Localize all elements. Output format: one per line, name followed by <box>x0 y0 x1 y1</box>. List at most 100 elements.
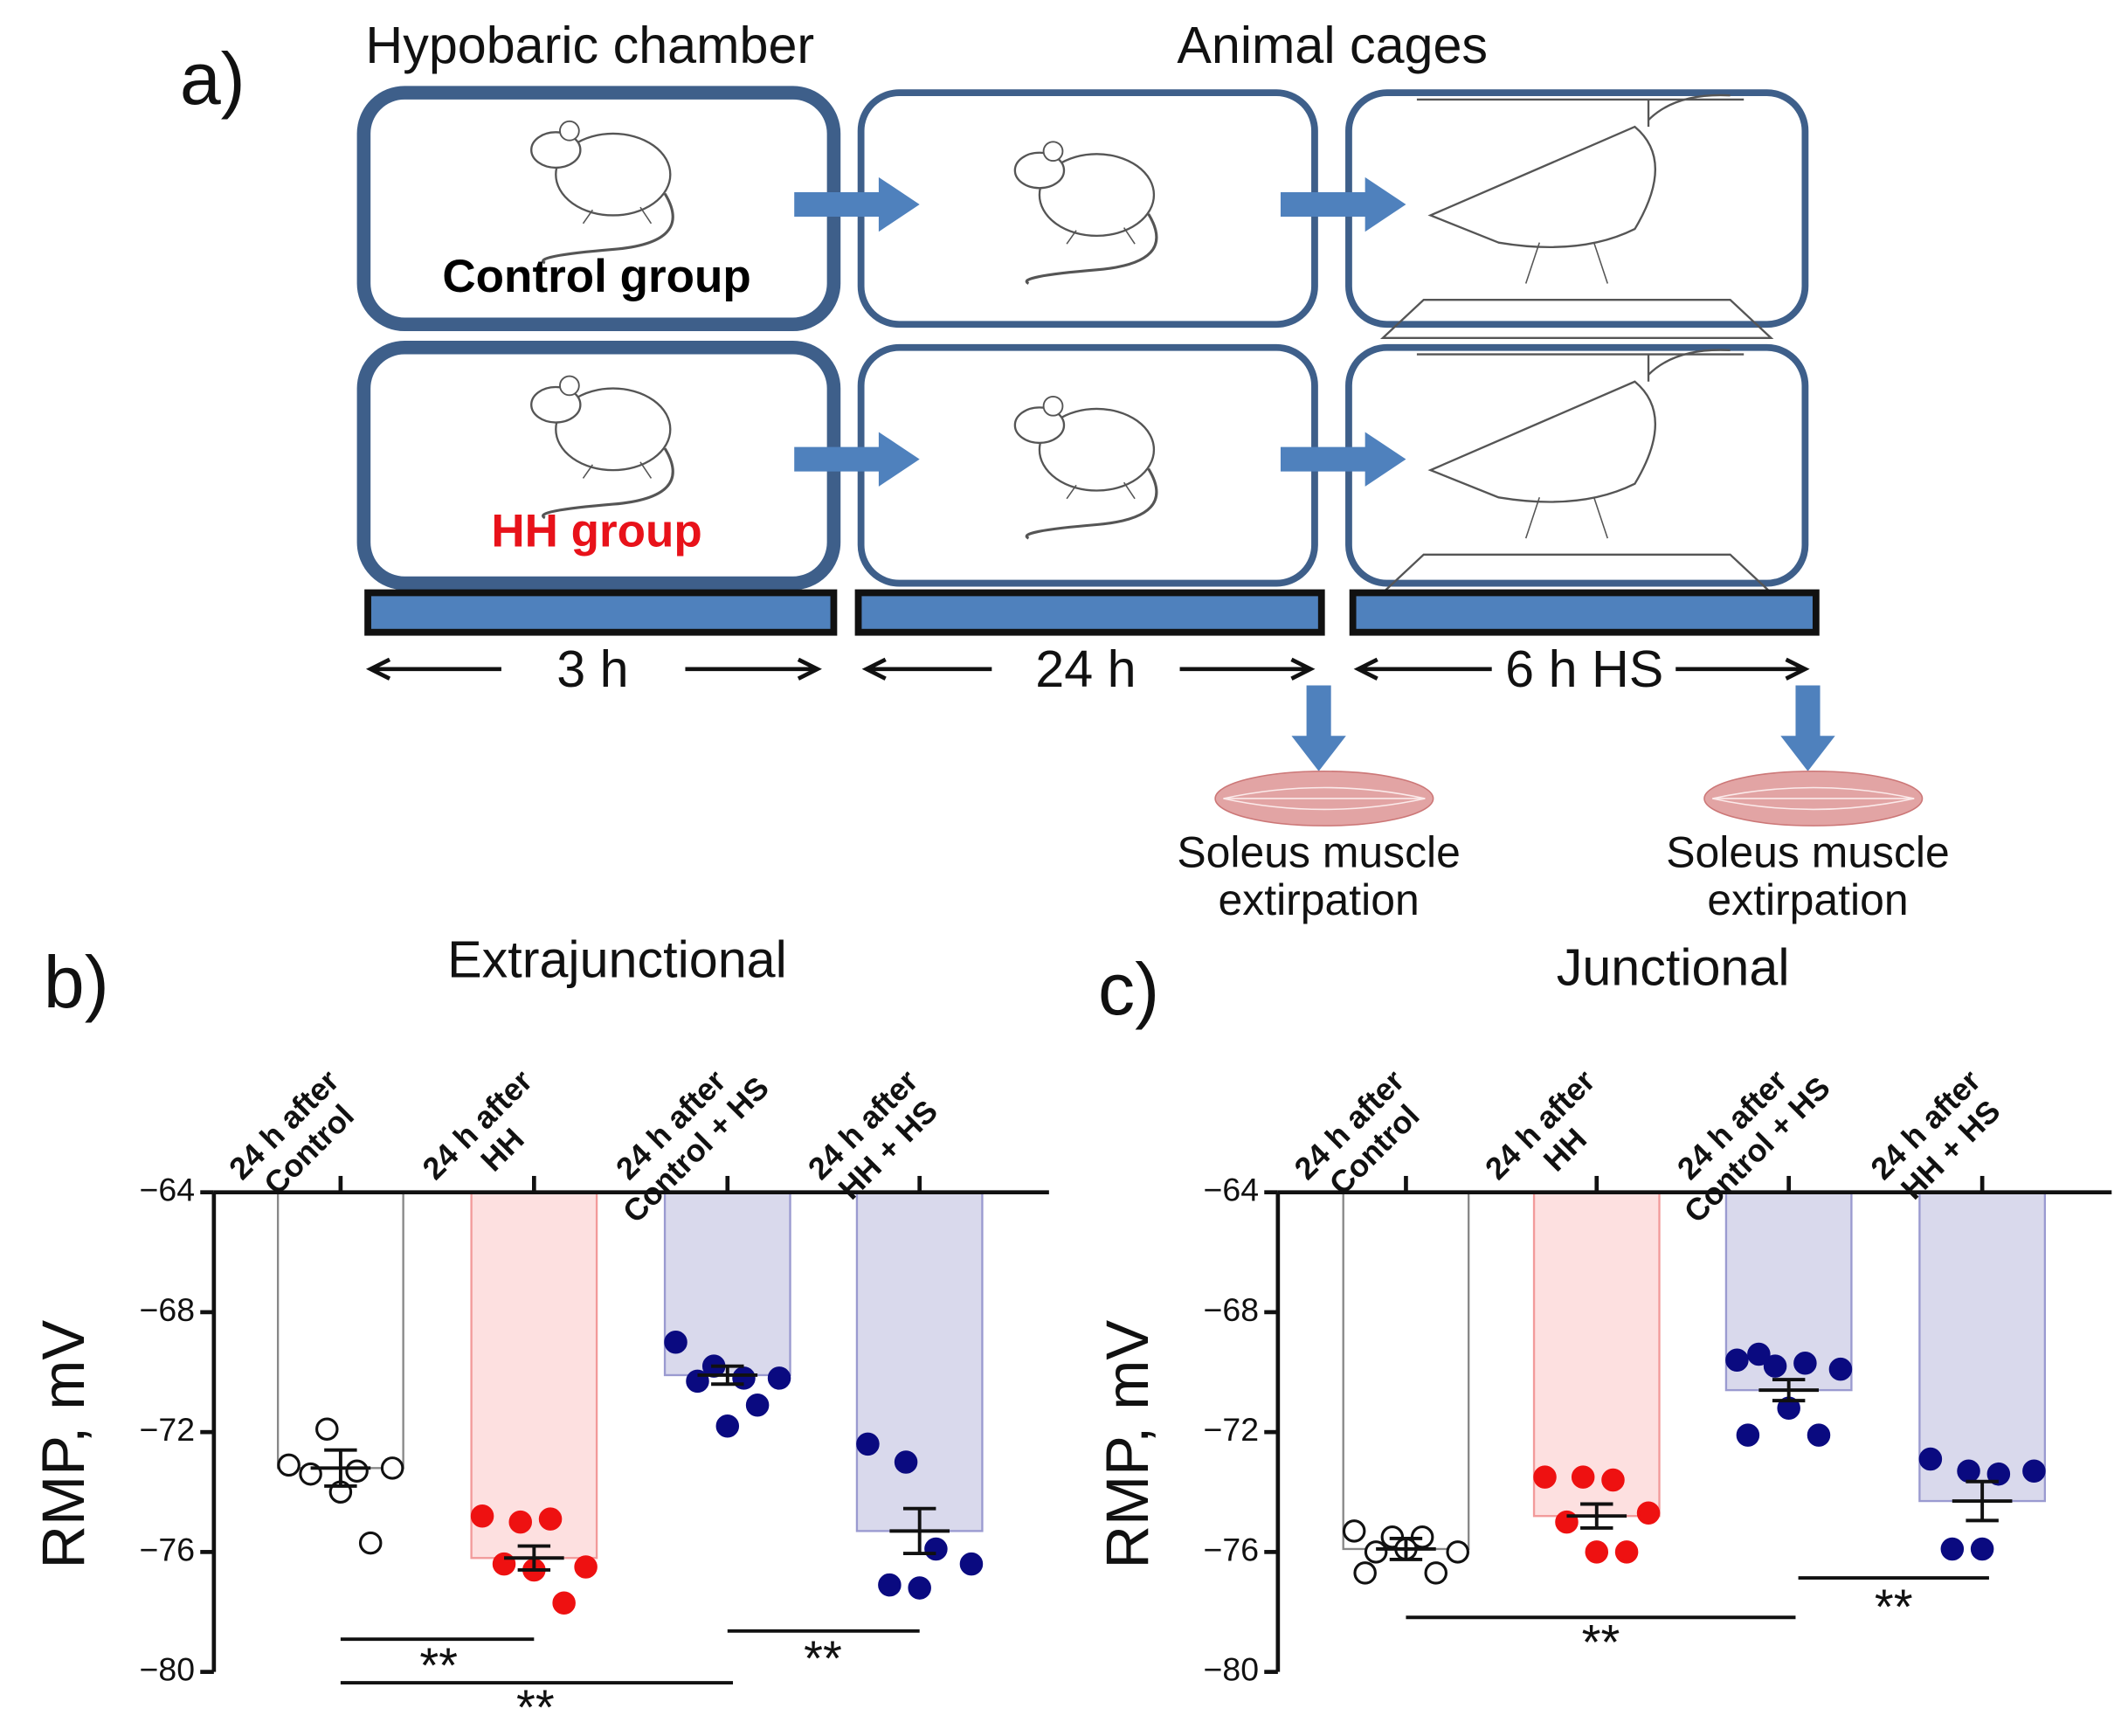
muscle-fiber <box>1712 786 1915 799</box>
arrow-head <box>365 657 391 681</box>
data-point <box>664 1330 687 1354</box>
y-tick-label: −72 <box>140 1411 195 1448</box>
data-point <box>1828 1357 1853 1381</box>
data-point <box>1353 1561 1377 1585</box>
arrow-head <box>1785 657 1810 681</box>
data-point <box>1725 1348 1749 1373</box>
muscle-fiber <box>1223 798 1426 811</box>
data-point <box>908 1576 931 1600</box>
data-point <box>856 1432 880 1456</box>
rat-leg <box>1593 497 1608 539</box>
rat-body <box>1427 125 1657 249</box>
rat-ear <box>559 120 580 142</box>
data-point <box>315 1417 339 1441</box>
block-arrow <box>794 432 920 487</box>
muscle-fiber <box>1712 798 1915 811</box>
rat-ear <box>1042 141 1064 163</box>
data-point <box>1614 1540 1639 1564</box>
data-point <box>1342 1519 1366 1543</box>
duration-label: 6 h HS <box>1505 640 1663 698</box>
data-point <box>1424 1561 1448 1585</box>
data-point <box>470 1504 494 1528</box>
data-point <box>345 1459 369 1484</box>
block-arrow <box>1280 176 1406 232</box>
arrow-head <box>1290 657 1316 681</box>
rat-leg <box>1123 227 1136 245</box>
rat-body <box>555 387 672 472</box>
significance-label: ** <box>1582 1615 1620 1670</box>
rat-leg <box>1524 497 1541 539</box>
bar <box>470 1191 598 1560</box>
rat-leg <box>1123 481 1136 500</box>
rat-leg <box>1066 230 1077 245</box>
data-point <box>1793 1351 1817 1375</box>
muscle-fiber <box>1223 786 1426 799</box>
rat-tail <box>542 447 674 520</box>
data-point <box>574 1555 598 1579</box>
rat-leg <box>582 209 594 225</box>
data-point <box>924 1537 948 1561</box>
bar <box>855 1191 984 1532</box>
down-arrow <box>1780 685 1835 771</box>
rat-leg <box>639 461 653 479</box>
bar <box>276 1191 404 1470</box>
data-point <box>1446 1540 1469 1564</box>
data-point <box>1533 1465 1557 1489</box>
data-point <box>1736 1423 1760 1447</box>
y-axis-label: RMP, mV <box>1094 1320 1161 1569</box>
timeline-bar <box>364 589 838 636</box>
rat-body <box>555 132 672 217</box>
data-point <box>380 1456 404 1480</box>
panel-label: b) <box>44 941 109 1023</box>
data-point <box>1970 1537 1994 1561</box>
rat-body <box>1038 407 1156 492</box>
rat-ear <box>559 375 580 397</box>
panel-label: c) <box>1098 948 1159 1030</box>
data-point <box>767 1366 791 1390</box>
y-tick-label: −68 <box>140 1291 195 1328</box>
duration-label: 24 h <box>1035 640 1136 698</box>
arrow-head <box>797 657 822 681</box>
y-tick-label: −64 <box>1204 1172 1259 1208</box>
data-point <box>1571 1465 1595 1489</box>
data-point <box>1585 1540 1609 1564</box>
significance-label: ** <box>516 1680 555 1735</box>
data-point <box>1986 1462 2011 1486</box>
rat-body <box>1427 380 1657 503</box>
y-tick-label: −76 <box>1204 1531 1259 1567</box>
outcome-label: Soleus muscle <box>1666 828 1949 877</box>
duration-label: 3 h <box>556 640 628 698</box>
data-point <box>277 1453 301 1477</box>
x-tick-label-line: 24 h after <box>416 1063 539 1186</box>
group-label: Control group <box>442 251 750 302</box>
header: Hypobaric chamber <box>365 16 814 74</box>
data-point <box>2022 1459 2046 1484</box>
data-point <box>358 1531 383 1555</box>
timeline-bar <box>1349 589 1820 636</box>
y-tick-label: −68 <box>1204 1291 1259 1328</box>
data-point <box>878 1573 902 1597</box>
group-label: HH group <box>491 505 701 557</box>
data-point <box>1601 1468 1625 1492</box>
data-point <box>1940 1537 1965 1561</box>
rat-leg <box>1524 242 1541 284</box>
rat-leg <box>1066 484 1077 500</box>
rat-tail <box>1648 93 1731 121</box>
block-arrow <box>1280 432 1406 487</box>
data-point <box>894 1450 918 1474</box>
outcome-label: extirpation <box>1219 875 1420 924</box>
y-axis-label: RMP, mV <box>30 1320 97 1569</box>
rat-tail <box>1648 349 1731 376</box>
data-point <box>1747 1342 1771 1366</box>
bar <box>1918 1191 2047 1503</box>
chart-title: Extrajunctional <box>447 930 787 988</box>
arrow-head <box>1353 657 1378 681</box>
data-point <box>715 1414 740 1438</box>
